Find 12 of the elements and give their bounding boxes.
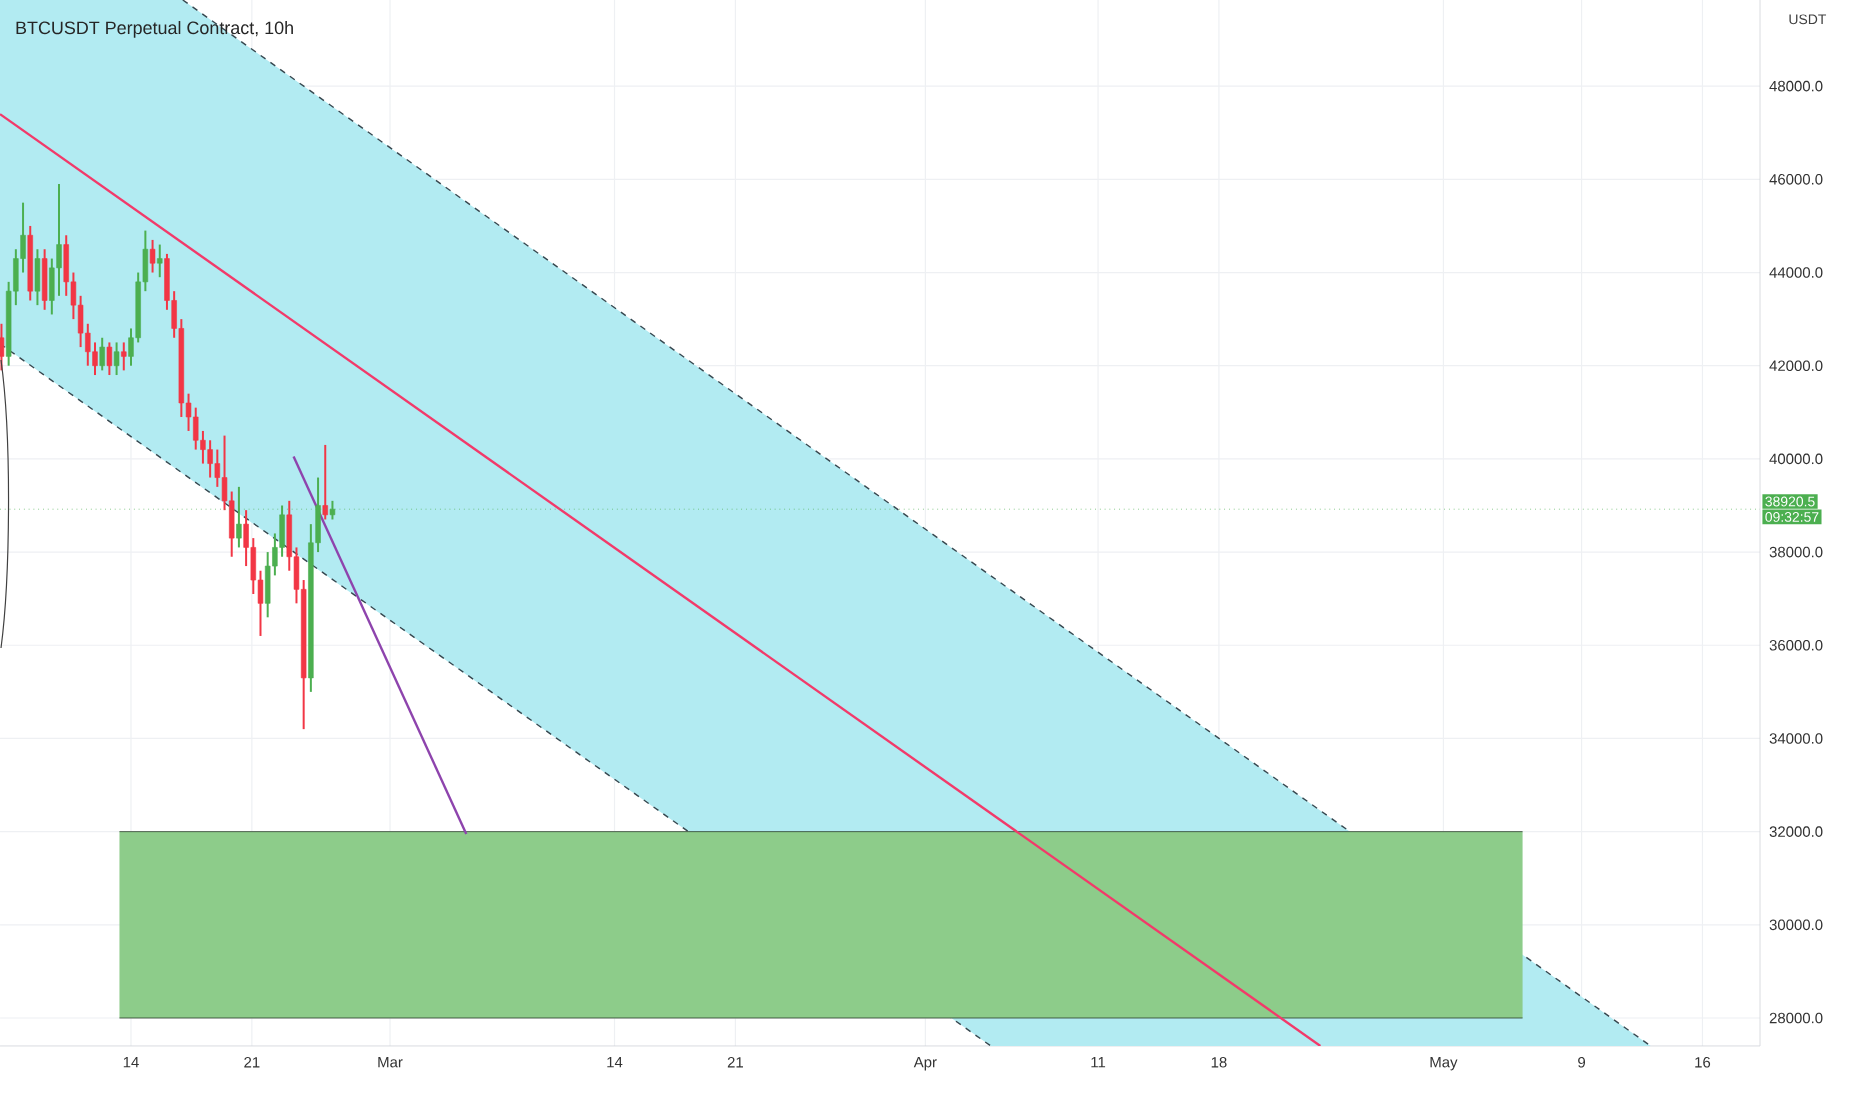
candlestick (113, 341, 120, 377)
candlestick (207, 439, 213, 479)
candlestick (41, 248, 48, 311)
candlestick (157, 243, 163, 279)
candlestick (106, 341, 113, 377)
candlestick (121, 341, 127, 372)
text: BTCUSDT Perpetual Contract, 10h (16, 21, 293, 38)
candlestick (99, 336, 105, 372)
candlestick (0, 322, 5, 372)
candlestick (322, 443, 328, 521)
candlestick (149, 238, 156, 274)
candlestick (34, 248, 41, 307)
